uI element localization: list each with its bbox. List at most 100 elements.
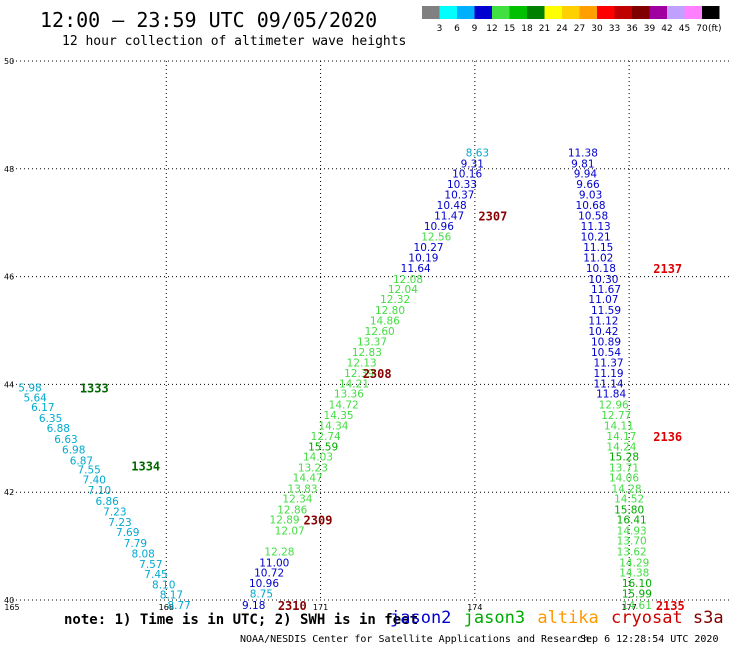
wave-height-point: 10.58 xyxy=(578,211,608,223)
color-scale-label: 45 xyxy=(679,24,690,34)
wave-height-point: 10.54 xyxy=(591,347,621,359)
pass-time-label: 1333 xyxy=(80,382,109,396)
color-scale-label: 9 xyxy=(472,24,478,34)
color-swatch xyxy=(562,6,580,19)
color-swatch xyxy=(649,6,667,19)
wave-height-point: 12.13 xyxy=(347,357,377,369)
wave-height-point: 11.12 xyxy=(588,315,618,327)
wave-height-point: 10.42 xyxy=(588,326,618,338)
color-swatch xyxy=(667,6,685,19)
wave-height-point: 15.59 xyxy=(308,441,338,453)
wave-height-point: 14.28 xyxy=(612,483,642,495)
wave-height-point: 16.41 xyxy=(617,515,647,527)
wave-height-point: 11.14 xyxy=(594,378,624,390)
x-tick-label: 168 xyxy=(159,603,174,612)
wave-height-point: 10.96 xyxy=(424,221,454,233)
color-scale-label: 36 xyxy=(626,24,638,34)
wave-height-point: 10.72 xyxy=(254,568,284,580)
pass-time-label: 2308 xyxy=(363,367,392,381)
wave-height-point: 14.24 xyxy=(606,441,636,453)
wave-height-point: 9.81 xyxy=(571,158,594,170)
wave-height-point: 12.07 xyxy=(275,525,305,537)
color-swatch xyxy=(509,6,527,19)
color-scale-label: 70 xyxy=(696,24,708,34)
y-tick-label: 44 xyxy=(4,380,14,389)
pass-time-label: 1334 xyxy=(131,459,160,473)
wave-height-point: 12.32 xyxy=(380,294,410,306)
pass-time-label: 2309 xyxy=(304,514,333,528)
pass-time-label: 2136 xyxy=(653,430,682,444)
wave-height-point: 7.57 xyxy=(139,559,162,571)
wave-height-point: 10.18 xyxy=(586,263,616,275)
color-scale-unit: (ft) xyxy=(708,24,722,34)
wave-height-point: 9.18 xyxy=(242,600,265,612)
wave-height-point: 5.64 xyxy=(23,392,47,404)
wave-height-point: 13.83 xyxy=(288,483,318,495)
wave-height-point: 7.10 xyxy=(88,485,111,497)
wave-height-point: 11.02 xyxy=(583,253,613,265)
footer-timestamp: Sep 6 12:28:54 UTC 2020 xyxy=(580,634,719,645)
wave-height-point: 10.19 xyxy=(408,253,438,265)
x-tick-label: 174 xyxy=(467,603,482,612)
wave-height-point: 10.96 xyxy=(249,578,279,590)
color-swatch xyxy=(544,6,562,19)
color-scale-bar: 3 6 9 12 15 18 21 24 27 30 33 36 39 42 45 70 (ft) xyxy=(422,6,722,34)
color-scale-label: 12 xyxy=(486,24,497,34)
wave-height-point: 10.33 xyxy=(447,179,477,191)
wave-height-point: 13.70 xyxy=(617,536,647,548)
chart-subtitle: 12 hour collection of altimeter wave hei… xyxy=(62,34,407,49)
wave-height-point: 13.37 xyxy=(357,336,387,348)
wave-height-point: 9.31 xyxy=(461,158,484,170)
wave-height-point: 11.64 xyxy=(401,263,431,275)
wave-height-point: 14.86 xyxy=(370,315,400,327)
wave-height-point: 7.79 xyxy=(124,538,147,550)
wave-height-point: 10.37 xyxy=(444,190,474,202)
wave-height-point: 13.71 xyxy=(609,462,639,474)
wave-height-point: 10.30 xyxy=(588,274,618,286)
wave-height-point: 14.21 xyxy=(339,378,369,390)
wave-height-point: 14.47 xyxy=(293,473,323,485)
wave-height-point: 16.10 xyxy=(622,578,652,590)
wave-height-point: 12.77 xyxy=(601,410,631,422)
wave-height-point: 14.06 xyxy=(609,473,639,485)
footer-note: note: 1) Time is in UTC; 2) SWH is in fe… xyxy=(64,612,419,628)
color-swatch xyxy=(457,6,475,19)
chart-title: 12:00 – 23:59 UTC 09/05/2020 xyxy=(40,8,378,32)
color-swatch xyxy=(527,6,545,19)
wave-height-point: 14.34 xyxy=(318,420,348,432)
wave-height-point: 14.72 xyxy=(329,399,359,411)
wave-height-point: 12.39 xyxy=(344,368,374,380)
color-swatch xyxy=(614,6,632,19)
wave-height-point: 7.45 xyxy=(144,569,167,581)
color-swatch xyxy=(597,6,615,19)
wave-height-point: 14.61 xyxy=(622,600,652,612)
wave-height-point: 10.48 xyxy=(437,200,467,212)
wave-height-point: 7.23 xyxy=(103,507,126,519)
wave-height-point: 15.28 xyxy=(609,452,639,464)
wave-height-point: 12.86 xyxy=(277,504,307,516)
y-tick-label: 40 xyxy=(4,596,14,605)
wave-height-point: 11.19 xyxy=(594,368,624,380)
wave-height-point: 14.52 xyxy=(614,494,644,506)
wave-height-point: 13.62 xyxy=(617,546,647,558)
x-tick-label: 171 xyxy=(313,603,328,612)
y-tick-label: 42 xyxy=(4,488,14,497)
wave-height-point: 12.74 xyxy=(311,431,341,443)
wave-height-point: 6.63 xyxy=(54,434,77,446)
wave-height-point: 13.23 xyxy=(298,462,328,474)
wave-height-point: 11.07 xyxy=(588,294,618,306)
legend-altika: altika xyxy=(537,608,599,628)
footer-credit: NOAA/NESDIS Center for Satellite Applica… xyxy=(240,634,590,645)
wave-height-point: 11.00 xyxy=(259,557,289,569)
wave-height-point: 11.15 xyxy=(583,242,613,254)
wave-height-point: 11.67 xyxy=(591,284,621,296)
wave-height-point: 12.80 xyxy=(375,305,405,317)
x-tick-label: 165 xyxy=(4,603,19,612)
wave-height-point: 14.35 xyxy=(324,410,354,422)
wave-height-point: 6.98 xyxy=(62,445,85,457)
satellite-legend: jason2 jason3 altika cryosat s3a xyxy=(390,608,724,628)
wave-height-point: 12.08 xyxy=(393,274,423,286)
color-scale-label: 21 xyxy=(539,24,550,34)
